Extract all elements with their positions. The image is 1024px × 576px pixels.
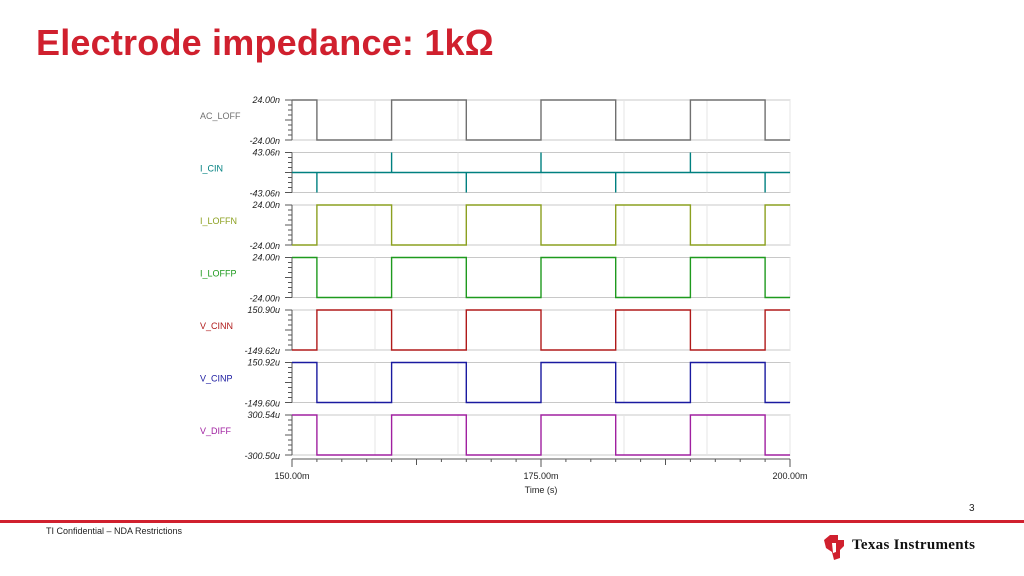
x-tick-label: 200.00m	[772, 471, 807, 481]
y-min-label-ac-loff: -24.00n	[249, 136, 280, 146]
ti-logo-text: Texas Instruments	[852, 537, 976, 553]
page-number: 3	[969, 503, 975, 514]
series-label-i-loffp: I_LOFFP	[200, 269, 237, 279]
y-min-label-i-loffp: -24.00n	[249, 294, 280, 304]
y-max-label-v-diff: 300.54u	[247, 410, 280, 420]
y-min-label-v-diff: -300.50u	[244, 451, 280, 461]
y-max-label-i-cin: 43.06n	[252, 148, 280, 158]
series-label-i-cin: I_CIN	[200, 164, 223, 174]
footer-confidential: TI Confidential – NDA Restrictions	[46, 526, 183, 536]
y-max-label-v-cinp: 150.92u	[247, 358, 280, 368]
y-min-label-i-cin: -43.06n	[249, 189, 280, 199]
series-label-v-diff: V_DIFF	[200, 426, 232, 436]
y-min-label-i-loffn: -24.00n	[249, 241, 280, 251]
series-label-v-cinn: V_CINN	[200, 321, 233, 331]
series-label-ac-loff: AC_LOFF	[200, 111, 241, 121]
waveform-i-cin	[292, 152, 790, 193]
waveform-i-loffn	[292, 204, 790, 246]
slide-title: Electrode impedance: 1kΩ	[36, 22, 494, 63]
y-max-label-v-cinn: 150.90u	[247, 305, 280, 315]
x-axis-title: Time (s)	[525, 485, 558, 495]
x-tick-label: 150.00m	[274, 471, 309, 481]
series-label-v-cinp: V_CINP	[200, 374, 233, 384]
waveform-ac-loff	[292, 99, 790, 141]
series-label-i-loffn: I_LOFFN	[200, 216, 237, 226]
y-max-label-i-loffp: 24.00n	[251, 253, 280, 263]
footer-divider	[0, 520, 1024, 523]
x-tick-label: 175.00m	[523, 471, 558, 481]
y-min-label-v-cinn: -149.62u	[244, 346, 280, 356]
ti-logo-icon	[824, 535, 844, 560]
waveform-i-loffp	[292, 256, 790, 299]
y-min-label-v-cinp: -149.60u	[244, 399, 280, 409]
waveform-v-cinn	[292, 309, 790, 351]
waveform-v-diff	[292, 414, 790, 456]
y-max-label-ac-loff: 24.00n	[251, 95, 280, 105]
waveform-v-cinp	[292, 361, 790, 404]
y-max-label-i-loffn: 24.00n	[251, 200, 280, 210]
